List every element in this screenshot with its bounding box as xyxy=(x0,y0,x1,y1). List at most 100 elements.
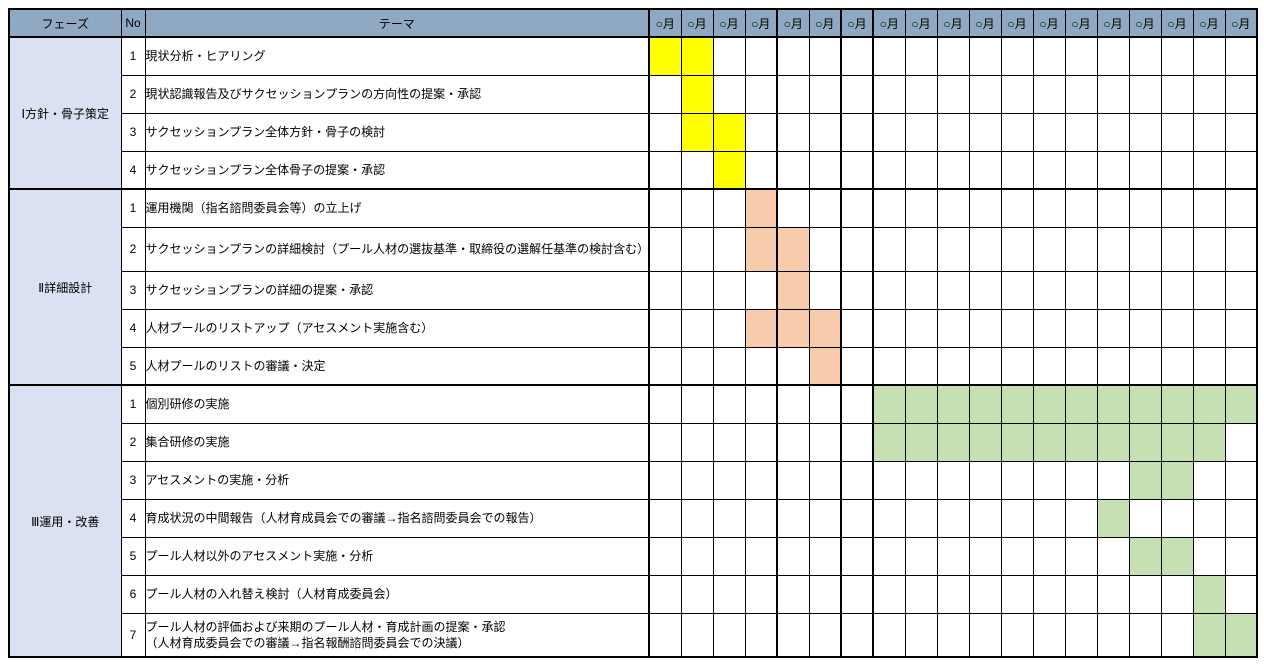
gantt-cell xyxy=(873,347,905,385)
gantt-cell xyxy=(809,37,841,75)
gantt-cell xyxy=(649,613,681,657)
gantt-cell xyxy=(1065,347,1097,385)
gantt-cell xyxy=(937,309,969,347)
no-cell: 3 xyxy=(121,271,145,309)
gantt-cell xyxy=(649,189,681,227)
gantt-cell xyxy=(809,271,841,309)
gantt-cell xyxy=(1193,113,1225,151)
header-cell: No xyxy=(121,9,145,37)
gantt-cell xyxy=(1193,151,1225,189)
gantt-cell xyxy=(873,461,905,499)
gantt-cell xyxy=(1001,575,1033,613)
no-cell: 2 xyxy=(121,227,145,271)
gantt-cell xyxy=(649,537,681,575)
gantt-cell xyxy=(905,271,937,309)
gantt-cell xyxy=(777,309,809,347)
gantt-cell xyxy=(681,151,713,189)
table-row: Ⅲ運用・改善1個別研修の実施 xyxy=(9,385,1257,423)
gantt-cell xyxy=(1001,113,1033,151)
gantt-cell xyxy=(873,151,905,189)
gantt-cell xyxy=(1065,271,1097,309)
gantt-cell xyxy=(1065,385,1097,423)
gantt-cell xyxy=(809,385,841,423)
gantt-cell xyxy=(713,75,745,113)
gantt-cell xyxy=(1033,113,1065,151)
gantt-cell xyxy=(1065,461,1097,499)
gantt-cell xyxy=(1065,537,1097,575)
gantt-cell xyxy=(681,575,713,613)
gantt-cell xyxy=(1129,423,1161,461)
gantt-cell xyxy=(1129,151,1161,189)
gantt-cell xyxy=(1129,385,1161,423)
gantt-cell xyxy=(649,423,681,461)
table-row: Ⅰ方針・骨子策定1現状分析・ヒアリング xyxy=(9,37,1257,75)
header-cell: ○月 xyxy=(1097,9,1129,37)
header-cell: ○月 xyxy=(681,9,713,37)
gantt-cell xyxy=(713,575,745,613)
gantt-cell xyxy=(937,75,969,113)
gantt-cell xyxy=(713,613,745,657)
gantt-cell xyxy=(649,461,681,499)
header-cell: ○月 xyxy=(1065,9,1097,37)
gantt-cell xyxy=(873,271,905,309)
gantt-cell xyxy=(713,461,745,499)
gantt-cell xyxy=(745,575,777,613)
gantt-cell xyxy=(905,575,937,613)
gantt-cell xyxy=(905,537,937,575)
table-row: 3アセスメントの実施・分析 xyxy=(9,461,1257,499)
gantt-cell xyxy=(1225,499,1257,537)
gantt-cell xyxy=(681,537,713,575)
gantt-cell xyxy=(681,385,713,423)
table-row: 3サクセッションプランの詳細の提案・承認 xyxy=(9,271,1257,309)
table-row: 4育成状況の中間報告（人材育成員会での審議→指名諮問委員会での報告） xyxy=(9,499,1257,537)
gantt-cell xyxy=(1001,75,1033,113)
table-row: 5人材プールのリストの審議・決定 xyxy=(9,347,1257,385)
gantt-cell xyxy=(937,537,969,575)
gantt-cell xyxy=(1161,271,1193,309)
gantt-cell xyxy=(713,309,745,347)
gantt-cell xyxy=(1161,37,1193,75)
theme-cell: プール人材以外のアセスメント実施・分析 xyxy=(145,537,649,575)
theme-cell: サクセッションプラン全体方針・骨子の検討 xyxy=(145,113,649,151)
gantt-cell xyxy=(809,347,841,385)
gantt-cell xyxy=(1065,189,1097,227)
header-cell: ○月 xyxy=(1161,9,1193,37)
gantt-cell xyxy=(841,499,873,537)
gantt-cell xyxy=(777,37,809,75)
gantt-cell xyxy=(1097,271,1129,309)
gantt-cell xyxy=(905,189,937,227)
gantt-cell xyxy=(1033,347,1065,385)
gantt-cell xyxy=(937,461,969,499)
gantt-cell xyxy=(1193,613,1225,657)
table-row: 5プール人材以外のアセスメント実施・分析 xyxy=(9,537,1257,575)
gantt-cell xyxy=(1193,347,1225,385)
gantt-cell xyxy=(1129,347,1161,385)
gantt-cell xyxy=(1065,37,1097,75)
gantt-cell xyxy=(1161,461,1193,499)
gantt-cell xyxy=(809,227,841,271)
gantt-cell xyxy=(873,75,905,113)
phase-cell: Ⅲ運用・改善 xyxy=(9,385,121,657)
gantt-cell xyxy=(969,613,1001,657)
theme-cell: 個別研修の実施 xyxy=(145,385,649,423)
gantt-cell xyxy=(873,113,905,151)
header-cell: ○月 xyxy=(1193,9,1225,37)
gantt-cell xyxy=(1193,75,1225,113)
theme-cell: 育成状況の中間報告（人材育成員会での審議→指名諮問委員会での報告） xyxy=(145,499,649,537)
gantt-cell xyxy=(681,347,713,385)
gantt-cell xyxy=(1001,271,1033,309)
gantt-cell xyxy=(681,113,713,151)
gantt-cell xyxy=(745,113,777,151)
gantt-cell xyxy=(809,575,841,613)
gantt-cell xyxy=(1193,189,1225,227)
gantt-cell xyxy=(841,537,873,575)
gantt-cell xyxy=(1225,75,1257,113)
header-cell: ○月 xyxy=(905,9,937,37)
gantt-cell xyxy=(1065,423,1097,461)
gantt-cell xyxy=(1129,113,1161,151)
no-cell: 2 xyxy=(121,75,145,113)
gantt-cell xyxy=(1097,347,1129,385)
table-row: 4人材プールのリストアップ（アセスメント実施含む） xyxy=(9,309,1257,347)
gantt-cell xyxy=(713,537,745,575)
gantt-cell xyxy=(1033,499,1065,537)
